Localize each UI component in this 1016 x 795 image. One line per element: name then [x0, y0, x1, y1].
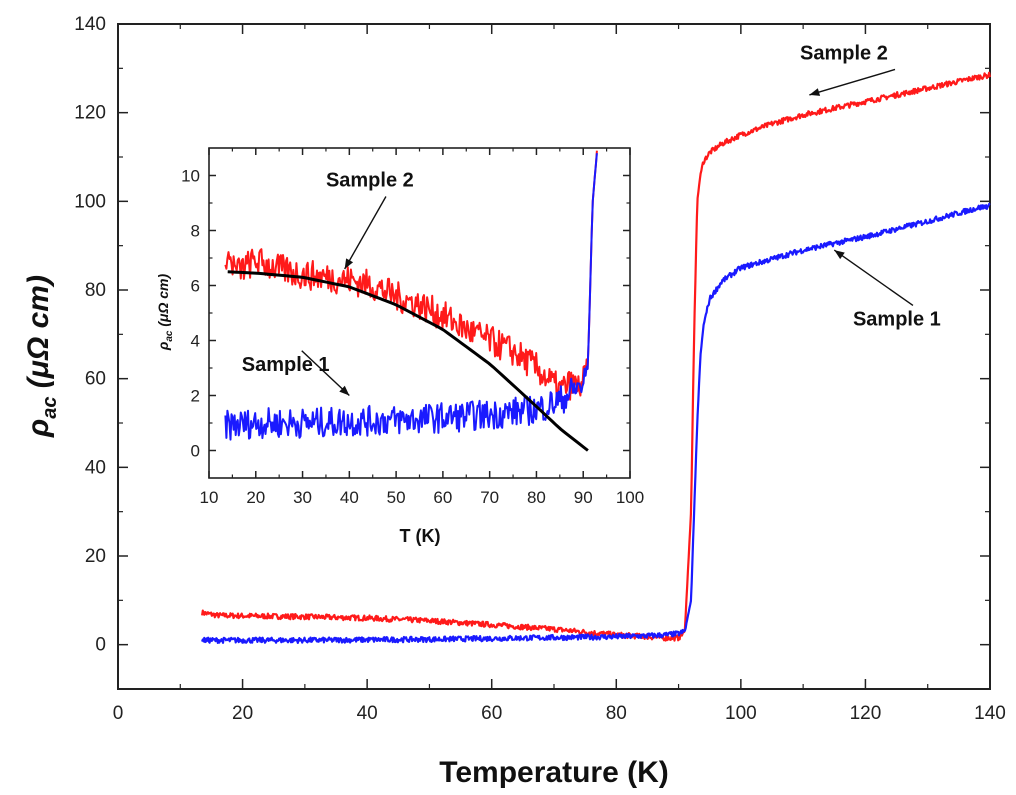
- main-x-tick-label: 60: [481, 703, 502, 724]
- main-series-group: [201, 71, 991, 644]
- inset-y-axis-label-symbol: ρ: [155, 341, 171, 351]
- main-y-tick-label: 40: [85, 457, 106, 478]
- main-y-axis-label-units: (μΩ cm): [22, 275, 55, 397]
- inset-series-sample-2-line: [224, 150, 598, 401]
- main-x-tick-label: 20: [232, 703, 253, 724]
- inset-x-tick-label: 80: [527, 488, 546, 507]
- inset-y-tick-label: 0: [191, 442, 200, 461]
- inset-annotation-arrowhead: [339, 385, 350, 396]
- main-annotation-arrow: [833, 249, 914, 307]
- main-x-tick-label: 120: [850, 703, 882, 724]
- inset-y-axis-label-sub: ac: [164, 330, 175, 342]
- main-annotations: Sample 2 Sample 1: [800, 42, 941, 330]
- inset-x-tick-label: 20: [246, 488, 265, 507]
- main-y-tick-label: 20: [85, 546, 106, 567]
- main-y-axis-label-symbol: ρ: [22, 419, 55, 438]
- inset-annotation-label: Sample 1: [242, 354, 330, 376]
- inset-y-tick-label: 8: [191, 222, 200, 241]
- inset-annotation-arrowhead: [344, 258, 354, 269]
- main-annotation-arrowhead: [809, 88, 821, 96]
- inset-x-tick-label: 30: [293, 488, 312, 507]
- main-y-tick-label: 120: [74, 103, 106, 124]
- main-x-tick-label: 80: [606, 703, 627, 724]
- main-x-tick-label: 100: [725, 703, 757, 724]
- inset-y-axis-ticks: 0 2 4 6 8 10: [181, 167, 630, 461]
- inset-series-fit-line: [227, 270, 589, 452]
- main-x-tick-label: 140: [974, 703, 1006, 724]
- main-y-axis-label: ρac (μΩ cm): [22, 275, 61, 438]
- main-y-tick-label: 140: [74, 14, 106, 35]
- inset-x-tick-label: 70: [480, 488, 499, 507]
- inset-annotation-arrow: [344, 196, 387, 270]
- inset-x-axis-label: T (K): [400, 526, 441, 546]
- main-x-axis-ticks: 0 20 40 60 80 100 120 140: [113, 24, 1006, 724]
- main-y-tick-label: 60: [85, 369, 106, 390]
- inset-series-sample-1-line: [224, 153, 598, 441]
- inset-y-tick-label: 6: [191, 277, 200, 296]
- main-annotation-label: Sample 2: [800, 42, 888, 64]
- main-series-sample-2-line: [201, 71, 991, 642]
- main-y-tick-label: 100: [74, 191, 106, 212]
- inset-annotation-arrow: [301, 350, 350, 397]
- inset-x-tick-label: 100: [616, 488, 644, 507]
- inset-x-tick-label: 10: [200, 488, 219, 507]
- inset-x-tick-label: 90: [574, 488, 593, 507]
- main-x-axis-label: Temperature (K): [439, 756, 668, 789]
- main-annotation-label: Sample 1: [853, 308, 941, 330]
- main-y-tick-label: 80: [85, 280, 106, 301]
- main-x-tick-label: 0: [113, 703, 124, 724]
- main-series-sample-1-line: [201, 202, 991, 644]
- main-annotation-arrowhead: [834, 250, 845, 260]
- main-x-tick-label: 40: [357, 703, 378, 724]
- inset-annotations: Sample 2 Sample 1: [242, 170, 414, 397]
- inset-x-tick-label: 40: [340, 488, 359, 507]
- main-y-tick-label: 0: [95, 635, 106, 656]
- inset-annotation-label: Sample 2: [326, 170, 414, 192]
- inset-x-axis-ticks: 10 20 30 40 50 60 70 80 90 100: [200, 148, 644, 507]
- inset-x-tick-label: 50: [387, 488, 406, 507]
- inset-series-group: [224, 150, 598, 452]
- inset-x-tick-label: 60: [433, 488, 452, 507]
- inset-y-axis-label: ρac (μΩ cm): [155, 274, 175, 352]
- inset-y-axis-label-units: (μΩ cm): [155, 274, 171, 331]
- main-y-axis-label-sub: ac: [39, 397, 61, 419]
- inset-y-tick-label: 2: [191, 387, 200, 406]
- inset-y-tick-label: 10: [181, 167, 200, 186]
- main-annotation-arrow: [809, 68, 896, 96]
- inset-y-tick-label: 4: [191, 332, 200, 351]
